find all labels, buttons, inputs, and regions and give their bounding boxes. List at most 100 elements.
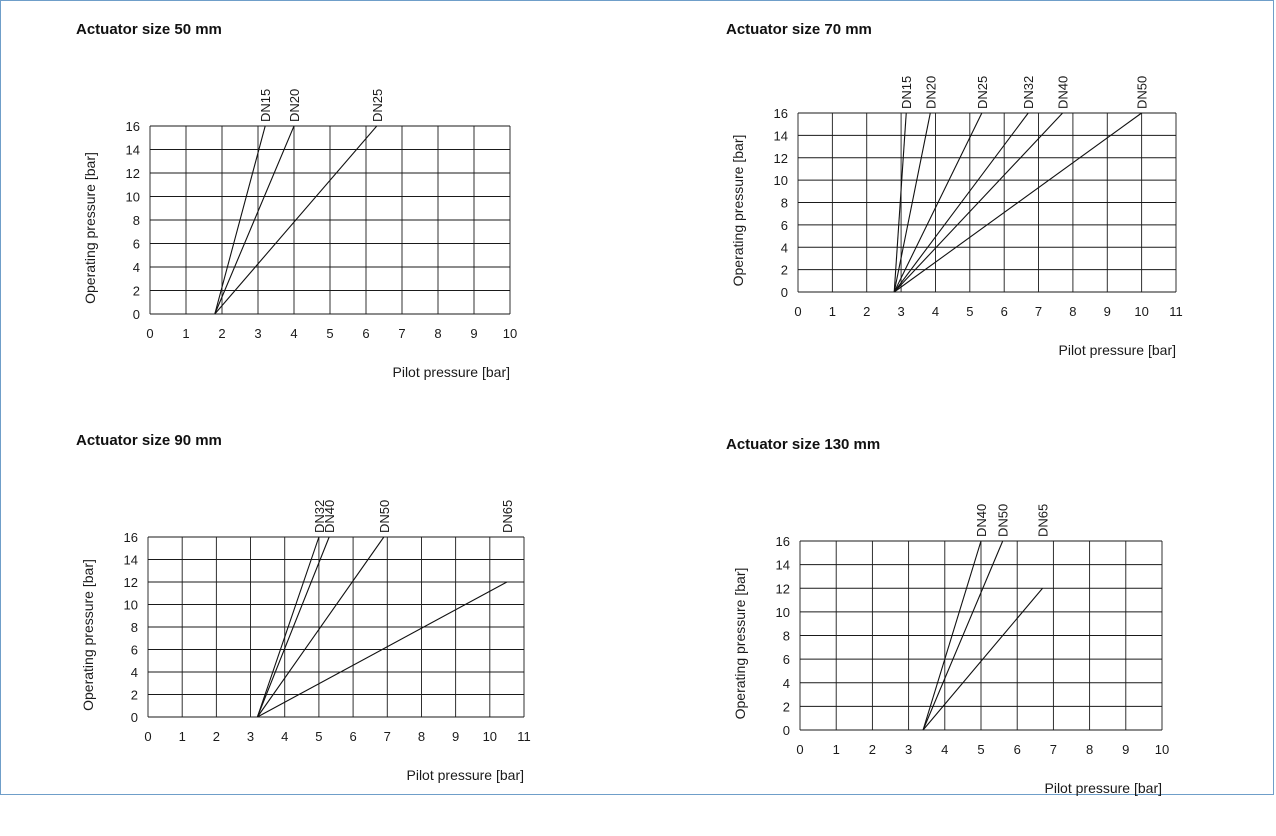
x-tick-label: 8 xyxy=(434,326,441,341)
y-tick-label: 6 xyxy=(133,237,140,252)
y-tick-label: 4 xyxy=(781,240,788,255)
y-tick-label: 16 xyxy=(776,534,790,549)
y-tick-label: 2 xyxy=(781,263,788,278)
series-label-dn25: DN25 xyxy=(975,76,990,109)
y-tick-label: 12 xyxy=(776,581,790,596)
series-line-dn65 xyxy=(257,581,508,718)
y-tick-label: 12 xyxy=(126,166,140,181)
series-line-dn40 xyxy=(256,536,330,718)
y-tick-label: 8 xyxy=(131,620,138,635)
y-tick-label: 16 xyxy=(124,530,138,545)
series-label-dn40: DN40 xyxy=(1056,76,1071,109)
x-axis-label: Pilot pressure [bar] xyxy=(1059,342,1177,358)
series-label-dn40: DN40 xyxy=(322,500,337,533)
x-tick-label: 2 xyxy=(863,304,870,319)
y-tick-label: 14 xyxy=(126,143,140,158)
y-tick-label: 10 xyxy=(776,605,790,620)
y-tick-label: 8 xyxy=(133,213,140,228)
x-tick-label: 2 xyxy=(218,326,225,341)
figure-frame: Actuator size 50 mm 0 1 2 3 4 5 6 7 8 9 10 0 2 4 6 8 10 1… xyxy=(0,0,1274,796)
x-tick-label: 8 xyxy=(1069,304,1076,319)
x-tick-label: 6 xyxy=(362,326,369,341)
series-label-dn50: DN50 xyxy=(996,504,1011,537)
y-axis-label: Operating pressure [bar] xyxy=(80,559,96,711)
x-tick-label: 0 xyxy=(794,304,801,319)
series-label-dn32: DN32 xyxy=(1021,76,1036,109)
x-tick-label: 7 xyxy=(398,326,405,341)
y-tick-label: 2 xyxy=(783,699,790,714)
y-axis-label: Operating pressure [bar] xyxy=(732,568,748,720)
x-tick-label: 7 xyxy=(1050,742,1057,757)
x-tick-label: 4 xyxy=(932,304,939,319)
series-line-dn50 xyxy=(893,112,1142,293)
y-tick-label: 0 xyxy=(131,710,138,725)
y-tick-label: 16 xyxy=(126,119,140,134)
x-tick-label: 9 xyxy=(1122,742,1129,757)
x-tick-label: 1 xyxy=(829,304,836,319)
x-tick-label: 10 xyxy=(1155,742,1169,757)
y-axis-label: Operating pressure [bar] xyxy=(730,135,746,287)
x-tick-label: 11 xyxy=(1169,304,1183,319)
x-tick-label: 9 xyxy=(470,326,477,341)
x-tick-label: 4 xyxy=(941,742,948,757)
y-tick-label: 14 xyxy=(774,128,788,143)
x-tick-label: 8 xyxy=(1086,742,1093,757)
series-label-dn40: DN40 xyxy=(974,504,989,537)
y-tick-label: 2 xyxy=(133,284,140,299)
x-tick-label: 6 xyxy=(1001,304,1008,319)
y-tick-label: 12 xyxy=(774,151,788,166)
y-tick-label: 0 xyxy=(133,307,140,322)
x-tick-label: 2 xyxy=(869,742,876,757)
series-label-dn32: DN32 xyxy=(312,500,327,533)
series-label-dn25: DN25 xyxy=(370,89,385,122)
series-line-dn15 xyxy=(893,112,907,293)
y-tick-label: 8 xyxy=(781,196,788,211)
series-line-dn15 xyxy=(214,125,266,315)
x-tick-label: 7 xyxy=(384,729,391,744)
x-tick-label: 2 xyxy=(213,729,220,744)
x-tick-label: 5 xyxy=(326,326,333,341)
y-tick-label: 8 xyxy=(783,629,790,644)
y-tick-label: 0 xyxy=(781,285,788,300)
y-axis-label: Operating pressure [bar] xyxy=(82,152,98,304)
series-line-dn50 xyxy=(256,536,385,718)
y-tick-label: 6 xyxy=(781,218,788,233)
x-axis-label: Pilot pressure [bar] xyxy=(1045,780,1163,796)
series-line-dn40 xyxy=(893,112,1064,293)
x-tick-label: 1 xyxy=(833,742,840,757)
series-label-dn20: DN20 xyxy=(923,76,938,109)
chart-title: Actuator size 90 mm xyxy=(76,432,222,449)
y-tick-label: 14 xyxy=(124,553,138,568)
x-tick-label: 0 xyxy=(146,326,153,341)
x-axis-label: Pilot pressure [bar] xyxy=(407,767,525,783)
series-line-dn25 xyxy=(893,112,983,293)
series-line-dn40 xyxy=(922,540,982,731)
series-line-dn32 xyxy=(256,536,320,718)
y-tick-label: 4 xyxy=(783,676,790,691)
x-tick-label: 3 xyxy=(247,729,254,744)
x-tick-label: 9 xyxy=(452,729,459,744)
x-axis-label: Pilot pressure [bar] xyxy=(393,364,511,380)
x-tick-label: 5 xyxy=(966,304,973,319)
x-tick-label: 10 xyxy=(503,326,517,341)
x-tick-label: 5 xyxy=(315,729,322,744)
series-label-dn15: DN15 xyxy=(258,89,273,122)
series-label-dn50: DN50 xyxy=(377,500,392,533)
chart-title: Actuator size 70 mm xyxy=(726,21,872,38)
y-tick-label: 10 xyxy=(774,173,788,188)
y-tick-label: 6 xyxy=(131,643,138,658)
y-tick-label: 0 xyxy=(783,723,790,738)
x-tick-label: 4 xyxy=(281,729,288,744)
x-tick-label: 3 xyxy=(905,742,912,757)
y-tick-label: 12 xyxy=(124,575,138,590)
x-tick-label: 10 xyxy=(1134,304,1148,319)
series-line-dn20 xyxy=(893,112,931,293)
x-tick-label: 5 xyxy=(977,742,984,757)
chart-title: Actuator size 50 mm xyxy=(76,21,222,38)
series-line-dn65 xyxy=(922,587,1043,731)
x-tick-label: 1 xyxy=(182,326,189,341)
